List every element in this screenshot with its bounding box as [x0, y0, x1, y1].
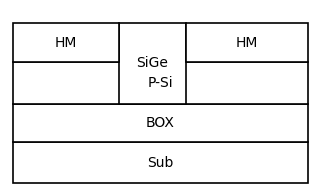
Text: BOX: BOX	[146, 116, 175, 130]
Bar	[119, 23, 186, 104]
Text: Sub: Sub	[147, 156, 174, 170]
Bar	[186, 23, 308, 62]
Bar	[13, 142, 308, 183]
Text: HM: HM	[236, 36, 258, 50]
Bar	[13, 62, 308, 104]
Bar	[13, 104, 308, 142]
Text: P-Si: P-Si	[148, 76, 173, 90]
Text: HM: HM	[55, 36, 77, 50]
Text: SiGe: SiGe	[136, 56, 169, 70]
Bar	[13, 23, 119, 62]
